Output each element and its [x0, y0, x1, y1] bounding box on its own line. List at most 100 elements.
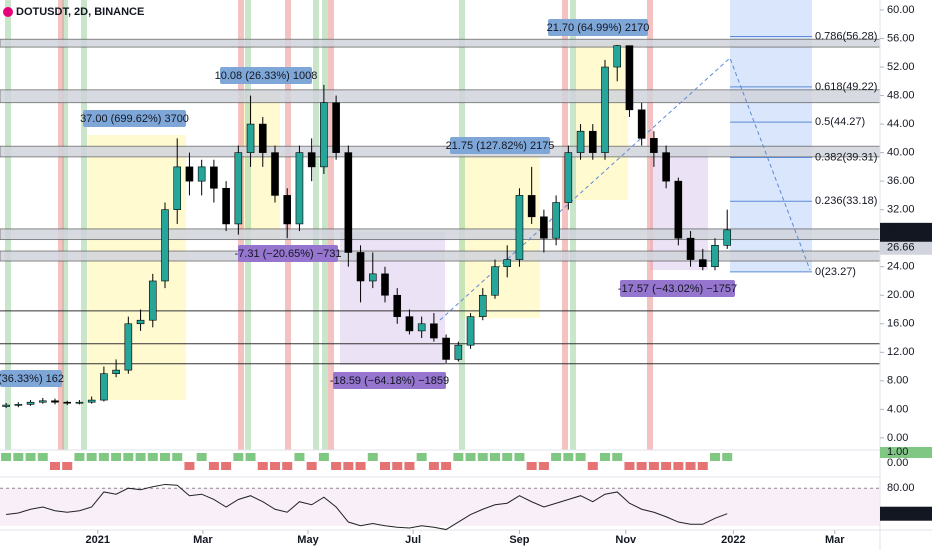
signal-line	[322, 0, 328, 450]
signal-bar	[575, 453, 586, 461]
annotation-box	[220, 67, 312, 84]
annotation: 21.75 (127.82%) 2175	[446, 140, 555, 152]
candle-body	[356, 252, 365, 282]
signal-bar	[648, 462, 659, 470]
candle-body	[637, 109, 646, 139]
candle-body	[271, 152, 279, 196]
y-tick-label: 0.00	[887, 432, 908, 444]
y-tick-label: 16.00	[887, 318, 915, 330]
signal-bar	[50, 462, 60, 470]
candle-body	[87, 399, 96, 403]
candle-body	[332, 102, 340, 153]
signal-line	[238, 0, 244, 450]
candle-body	[234, 152, 243, 225]
candle-body	[161, 209, 169, 282]
candle-body	[564, 152, 573, 203]
signal-line	[570, 0, 576, 450]
candle-body	[393, 294, 402, 317]
signal-bar	[490, 453, 500, 461]
symbol-icon	[3, 7, 13, 17]
signal-bar	[465, 453, 476, 461]
candle-body	[210, 166, 218, 189]
signal-bar	[355, 462, 366, 470]
candle-body	[368, 273, 377, 282]
x-tick-label: 2022	[721, 534, 745, 546]
signal-line	[285, 0, 291, 450]
signal-bar	[392, 462, 403, 470]
signal-line	[328, 0, 334, 450]
price-tag-label: 26.66	[887, 242, 915, 254]
signal-bar	[98, 453, 109, 461]
signal-line	[647, 0, 653, 450]
price-tag-label: 29.17	[887, 224, 915, 236]
signal-bar	[245, 453, 256, 461]
candle-body	[625, 45, 634, 111]
y-tick-label: 60.00	[887, 4, 915, 16]
signal-bar	[233, 453, 244, 461]
annotation: 37.00 (699.62%) 3700	[80, 113, 189, 125]
signal-bar	[221, 462, 232, 470]
signal-bar	[624, 462, 635, 470]
candle-body	[723, 229, 732, 246]
y-tick-label: 48.00	[887, 89, 915, 101]
signal-bar	[208, 462, 219, 470]
candle-body	[662, 152, 670, 182]
x-tick-label: Nov	[615, 534, 637, 546]
main-pane: 0.786(56.28) 0.618(49.22) 0.5(44.27) 0.382(…	[0, 19, 881, 408]
candle-body	[552, 202, 560, 239]
candle-body	[100, 373, 108, 401]
candle-body	[515, 195, 524, 260]
signal-line	[245, 0, 251, 450]
signal-bar	[673, 462, 684, 470]
fib-label: 0.618(49.22)	[815, 81, 877, 93]
signal-bar	[477, 453, 488, 461]
candle-body	[454, 344, 463, 360]
annotation: -18.59 (−64.18%) −1859	[330, 375, 449, 387]
signal-label: 0.00	[887, 457, 908, 469]
signal-bar	[600, 453, 610, 461]
rsi-tag-label: 46.07	[887, 508, 915, 520]
zone	[0, 228, 881, 241]
candle-body	[650, 138, 658, 153]
signal-bar	[306, 462, 317, 470]
candle-body	[417, 323, 426, 332]
y-tick-label: 56.00	[887, 32, 915, 44]
signal-bar	[502, 453, 513, 461]
signal-bar	[74, 453, 85, 461]
signal-bar	[367, 453, 378, 461]
signal-bar	[710, 453, 720, 461]
signal-bar	[196, 453, 207, 461]
y-tick-label: 8.00	[887, 375, 908, 387]
signal-bar	[587, 462, 598, 470]
annotation-box	[83, 110, 186, 127]
sig-tag	[880, 447, 932, 458]
signal-bar	[551, 453, 562, 461]
candle-body	[38, 400, 47, 403]
price-tag	[880, 241, 932, 255]
candle-body	[14, 404, 23, 406]
fib-label: 0.382(39.31)	[815, 151, 877, 163]
signal-bar	[318, 453, 329, 461]
y-tick-label: 20.00	[887, 289, 915, 301]
candle-body	[320, 102, 328, 168]
signal-bar	[380, 462, 390, 470]
candle-body	[75, 401, 84, 404]
candle-body	[527, 195, 536, 218]
candle-body	[344, 152, 353, 253]
zone	[0, 250, 881, 262]
rsi-tick-label: 80.00	[887, 482, 915, 494]
x-tick-label: Jul	[405, 534, 421, 546]
candle-body	[588, 130, 597, 153]
signal-line	[562, 0, 568, 450]
candle-body	[173, 166, 182, 210]
signal-line	[5, 0, 11, 450]
signal-bar	[722, 453, 733, 461]
signal-bar	[428, 462, 439, 470]
candle-body	[613, 45, 622, 68]
rsi-line	[6, 483, 728, 531]
fib-label: 0.236(33.18)	[815, 195, 877, 207]
candle-body	[283, 195, 292, 225]
zone	[0, 145, 881, 158]
candle-body	[51, 400, 59, 403]
